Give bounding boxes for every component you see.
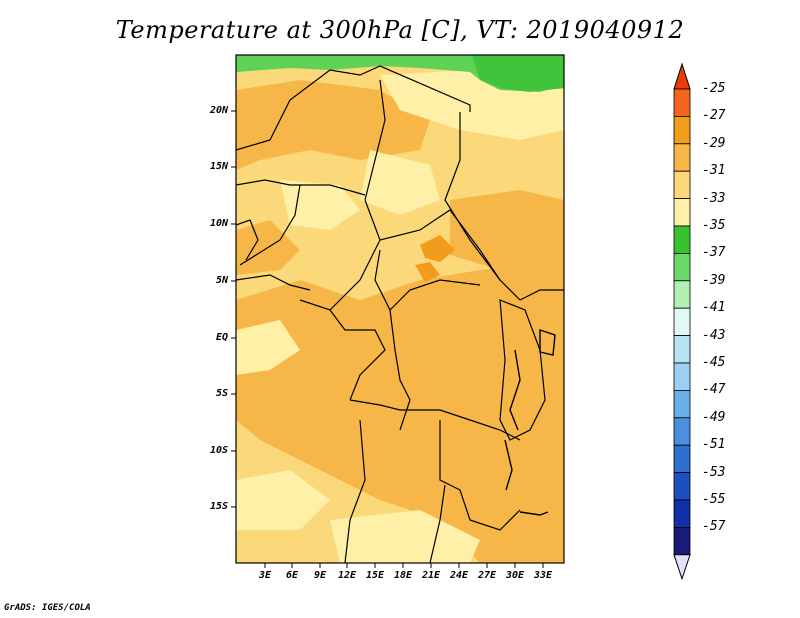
colorbar-swatch	[673, 527, 691, 556]
colorbar-label: -29	[702, 135, 726, 151]
lon-label: 24E	[449, 570, 469, 581]
cold-region-5	[236, 470, 330, 530]
colorbar-label: -49	[702, 409, 726, 425]
colorbar-label: -27	[702, 108, 726, 124]
lon-label: 12E	[337, 570, 357, 581]
colorbar-swatch	[673, 116, 691, 145]
colorbar-swatch	[673, 252, 691, 282]
colorbar-swatch	[673, 335, 691, 364]
cold-band-northeast	[472, 55, 564, 92]
warmer-pocket-1	[420, 235, 455, 262]
colorbar-label: -33	[702, 190, 726, 206]
lat-ticks	[231, 110, 236, 508]
colorbar-swatch	[673, 170, 691, 199]
colorbar-label: -41	[702, 300, 726, 316]
map-frame	[235, 54, 565, 564]
lon-label: 6E	[285, 570, 299, 581]
lon-label: 33E	[533, 570, 553, 581]
colorbar-swatch	[673, 143, 691, 172]
colorbar-label: -31	[702, 163, 726, 179]
colorbar-label: -25	[702, 81, 726, 96]
colorbar-swatch	[673, 307, 691, 337]
colorbar-label: -51	[702, 437, 726, 453]
lat-label: 20N	[209, 105, 228, 116]
lon-label: 9E	[313, 570, 327, 581]
lon-label: 30E	[505, 570, 525, 581]
lon-label: 15E	[365, 570, 385, 581]
cold-region-4	[330, 510, 480, 563]
lakes	[504, 329, 556, 516]
lat-label: 5S	[215, 388, 228, 399]
cold-region-2	[280, 180, 360, 230]
colorbar-swatch	[673, 499, 691, 528]
colorbar-cap-bottom	[673, 554, 691, 581]
warmer-pocket-2	[415, 262, 440, 282]
country-borders	[236, 65, 564, 563]
colorbar-label: -45	[702, 355, 726, 370]
warm-region-east	[450, 190, 564, 270]
cold-region-1	[360, 150, 440, 215]
colorbar-label: -43	[702, 327, 726, 343]
lon-label: 3E	[258, 570, 272, 581]
colorbar-label: -55	[702, 492, 726, 507]
colorbar-swatch	[673, 444, 691, 474]
cold-region-3	[236, 320, 300, 375]
colorbar-label: -39	[702, 272, 726, 288]
colorbar-label: -37	[702, 245, 726, 261]
warm-region-central	[236, 260, 564, 563]
lat-label: 15S	[209, 501, 228, 512]
credit-text: GrADS: IGES/COLA	[4, 603, 91, 613]
colorbar-label: -53	[702, 464, 726, 480]
lon-ticks	[264, 563, 544, 568]
warm-region-north	[236, 80, 430, 170]
chart-title: Temperature at 300hPa [C], VT: 201904091…	[115, 16, 685, 44]
colorbar-swatch	[673, 225, 691, 254]
colorbar-swatch	[673, 198, 691, 227]
lat-label: 10S	[209, 445, 228, 456]
temperature-field	[236, 55, 564, 563]
colorbar-swatch	[673, 472, 691, 501]
colorbar-swatch	[673, 280, 691, 309]
colorbar-label: -47	[702, 382, 726, 398]
colorbar-swatch	[673, 417, 691, 446]
lon-label: 18E	[393, 570, 413, 581]
colorbar-swatch	[673, 389, 691, 419]
lat-label: EQ	[215, 332, 228, 343]
colorbar	[673, 62, 691, 581]
lon-label: 21E	[421, 570, 441, 581]
lat-label: 15N	[209, 161, 228, 172]
colorbar-cap-top	[673, 62, 691, 90]
lat-label: 10N	[209, 218, 228, 229]
colorbar-label: -35	[702, 218, 726, 233]
lat-label: 5N	[215, 275, 228, 286]
colorbar-label: -57	[702, 519, 726, 535]
lon-label: 27E	[477, 570, 497, 581]
colorbar-swatch	[673, 362, 691, 391]
colorbar-swatch	[673, 88, 691, 117]
